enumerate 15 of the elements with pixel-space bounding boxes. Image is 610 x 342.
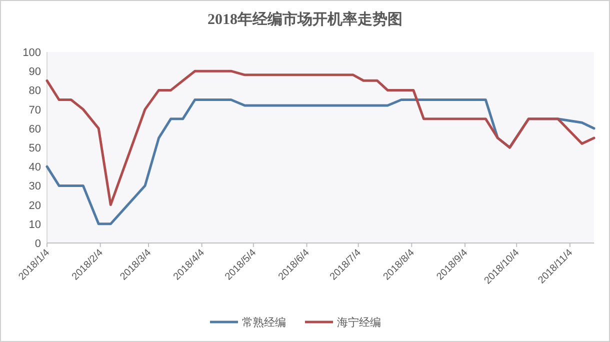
line-series (46, 70, 596, 206)
y-tick-label: 50 (28, 142, 41, 154)
y-tick-label: 30 (28, 180, 41, 193)
y-tick-label: 40 (28, 162, 41, 174)
y-tick-label: 80 (28, 85, 41, 98)
legend-label: 常熟经编 (242, 316, 286, 329)
legend-label: 海宁经编 (337, 316, 381, 329)
y-tick-label: 0 (34, 238, 41, 250)
y-tick-label: 20 (28, 200, 41, 212)
chart-title: 2018年经编市场开机率走势图 (208, 10, 402, 28)
y-tick-label: 90 (28, 66, 41, 78)
y-tick-label: 100 (22, 47, 41, 59)
y-tick-label: 10 (28, 218, 41, 231)
y-tick-label: 60 (28, 123, 41, 136)
y-tick-label: 70 (28, 104, 41, 116)
